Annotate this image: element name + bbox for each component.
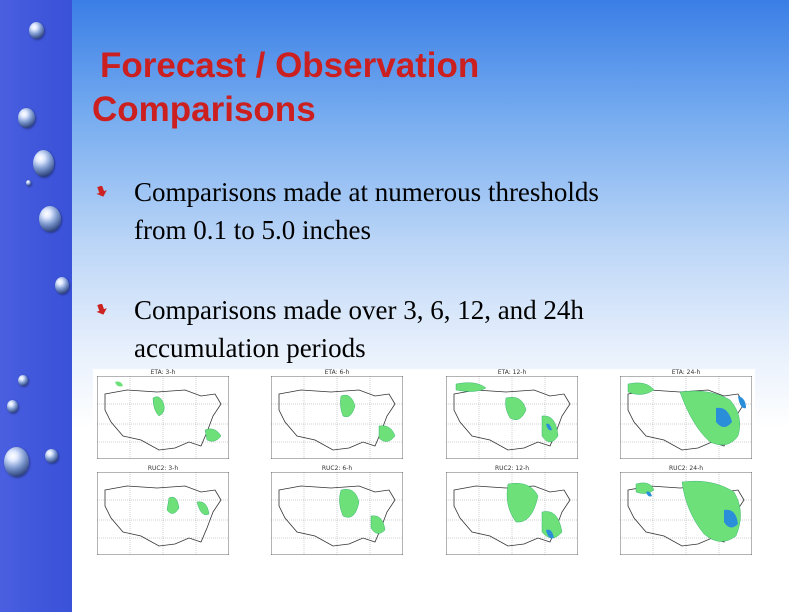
- map-caption: ETA: 24-h: [671, 369, 701, 376]
- bubble-icon: [26, 180, 31, 186]
- slide-title: Forecast / Observation Comparisons: [92, 44, 479, 132]
- map-caption: RUC2: 12-h: [494, 465, 530, 472]
- map-caption: RUC2: 3-h: [147, 465, 179, 472]
- map-caption: RUC2: 6-h: [321, 465, 353, 472]
- map-panel: ETA: 6-h: [267, 369, 407, 459]
- map-caption: RUC2: 24-h: [668, 465, 704, 472]
- bubble-icon: [39, 206, 61, 232]
- map-panel: RUC2: 3-h: [93, 465, 233, 555]
- title-line-1: Forecast / Observation: [100, 46, 480, 85]
- bubble-icon: [33, 150, 54, 177]
- us-precip-map: [446, 472, 578, 555]
- sidebar-decoration: [0, 0, 72, 612]
- bullet-item: Comparisons made at numerous thresholds …: [96, 173, 736, 249]
- bullet-list: Comparisons made at numerous thresholds …: [96, 173, 736, 367]
- bullet-item: Comparisons made over 3, 6, 12, and 24h …: [96, 291, 736, 367]
- us-precip-map: [271, 376, 403, 459]
- map-panel: RUC2: 6-h: [267, 465, 407, 555]
- bullet-text-line-1: Comparisons made at numerous thresholds: [134, 177, 599, 207]
- red-arrow-bullet-icon: [96, 304, 107, 315]
- us-precip-map: [97, 376, 229, 459]
- map-panel: ETA: 3-h: [93, 369, 233, 459]
- precipitation-maps-figure: ETA: 3-h ETA: 6-h ETA: 12-h: [93, 369, 755, 562]
- bubble-icon: [18, 375, 28, 386]
- us-precip-map: [446, 376, 578, 459]
- title-line-2: Comparisons: [92, 90, 316, 129]
- map-panel: ETA: 24-h: [616, 369, 756, 459]
- us-precip-map: [271, 472, 403, 555]
- map-caption: ETA: 12-h: [497, 369, 527, 376]
- red-arrow-bullet-icon: [96, 186, 107, 197]
- us-precip-map: [97, 472, 229, 555]
- map-panel: ETA: 12-h: [442, 369, 582, 459]
- bubble-icon: [55, 277, 69, 294]
- bubble-icon: [45, 449, 58, 463]
- map-panel: RUC2: 24-h: [616, 465, 756, 555]
- map-caption: ETA: 3-h: [150, 369, 176, 376]
- us-precip-map: [620, 376, 752, 459]
- bubble-icon: [18, 108, 35, 128]
- bullet-text-line-1: Comparisons made over 3, 6, 12, and 24h: [134, 295, 584, 325]
- bubble-icon: [7, 400, 18, 413]
- bullet-text-line-2: accumulation periods: [134, 333, 366, 363]
- bubble-icon: [29, 22, 44, 39]
- map-caption: ETA: 6-h: [324, 369, 350, 376]
- us-precip-map: [620, 472, 752, 555]
- map-panel: RUC2: 12-h: [442, 465, 582, 555]
- bubble-icon: [4, 447, 29, 477]
- bullet-text-line-2: from 0.1 to 5.0 inches: [134, 215, 371, 245]
